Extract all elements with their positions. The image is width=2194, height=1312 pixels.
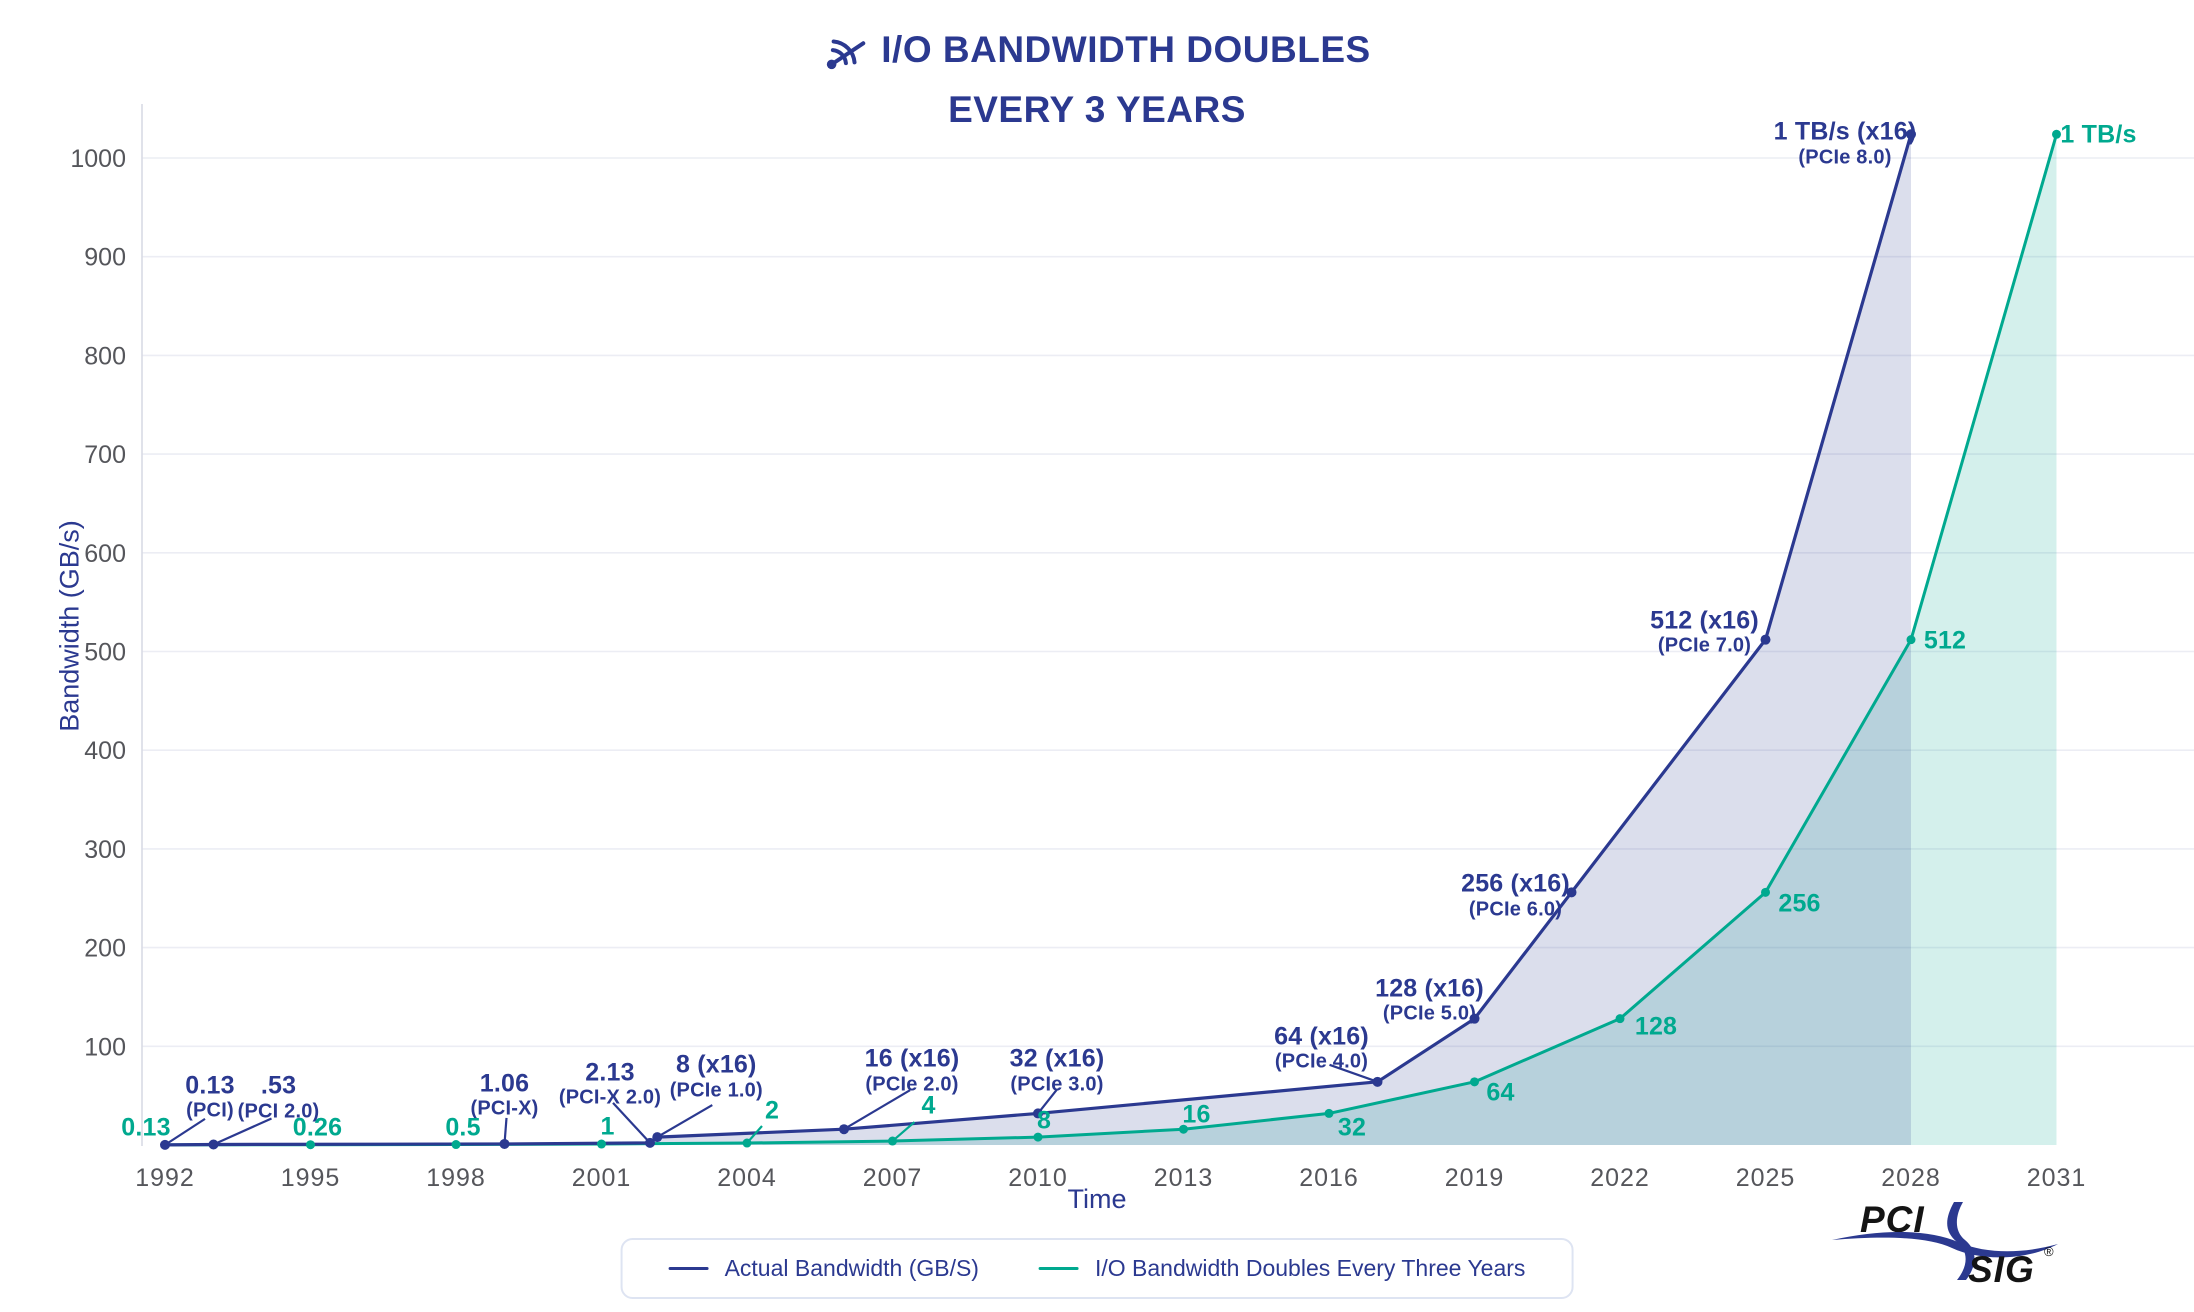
legend-label-actual: Actual Bandwidth (GB/S) — [724, 1255, 979, 1281]
title-line2: EVERY 3 YEARS — [948, 89, 1246, 131]
wifi-speed-icon — [827, 39, 866, 70]
svg-text:1992: 1992 — [135, 1164, 195, 1192]
logo-text-sig: SIG — [1968, 1249, 2035, 1290]
x-axis-title: Time — [1067, 1184, 1127, 1214]
svg-text:2016: 2016 — [1299, 1164, 1359, 1192]
svg-text:1995: 1995 — [281, 1164, 341, 1192]
svg-text:2028: 2028 — [1881, 1164, 1941, 1192]
svg-text:300: 300 — [84, 836, 126, 864]
legend-swatch-actual — [668, 1267, 709, 1270]
svg-text:2031: 2031 — [2027, 1164, 2087, 1192]
svg-text:2019: 2019 — [1445, 1164, 1505, 1192]
svg-text:2004: 2004 — [717, 1164, 777, 1192]
svg-text:2010: 2010 — [1008, 1164, 1068, 1192]
svg-text:2025: 2025 — [1736, 1164, 1796, 1192]
svg-text:2001: 2001 — [572, 1164, 632, 1192]
legend-item-actual: Actual Bandwidth (GB/S) — [668, 1255, 979, 1282]
svg-text:2013: 2013 — [1154, 1164, 1214, 1192]
svg-text:1000: 1000 — [70, 145, 126, 173]
legend-swatch-projection — [1038, 1267, 1079, 1270]
legend-item-projection: I/O Bandwidth Doubles Every Three Years — [1038, 1255, 1526, 1282]
legend: Actual Bandwidth (GB/S) I/O Bandwidth Do… — [620, 1238, 1574, 1299]
y-axis-title: Bandwidth (GB/s) — [54, 520, 85, 732]
svg-text:200: 200 — [84, 935, 126, 963]
svg-text:2007: 2007 — [863, 1164, 923, 1192]
logo-swoosh — [1832, 1231, 2058, 1258]
logo-registered-mark: ® — [2044, 1244, 2054, 1259]
legend-label-projection: I/O Bandwidth Doubles Every Three Years — [1094, 1255, 1526, 1281]
svg-text:500: 500 — [84, 639, 126, 667]
page-title: I/O BANDWIDTH DOUBLES EVERY 3 YEARS — [0, 26, 2194, 135]
svg-text:800: 800 — [84, 342, 126, 370]
svg-text:900: 900 — [84, 244, 126, 272]
title-line1: I/O BANDWIDTH DOUBLES — [881, 29, 1371, 70]
logo-leaf — [1947, 1202, 1975, 1280]
svg-text:2022: 2022 — [1590, 1164, 1650, 1192]
pci-sig-logo: PCI SIG ® — [1830, 1198, 2070, 1298]
svg-text:1998: 1998 — [426, 1164, 486, 1192]
svg-text:700: 700 — [84, 441, 126, 469]
svg-text:100: 100 — [84, 1033, 126, 1061]
svg-text:600: 600 — [84, 540, 126, 568]
svg-text:400: 400 — [84, 737, 126, 765]
